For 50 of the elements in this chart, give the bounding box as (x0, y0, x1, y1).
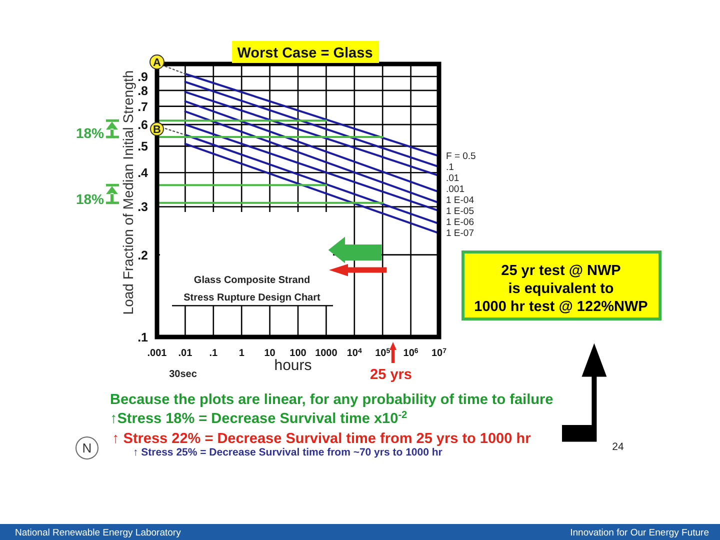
x-tick-label: .1 (209, 348, 218, 359)
y-tick-label: .7 (138, 100, 148, 114)
annotation: B (153, 124, 162, 136)
series-label: .001 (446, 184, 464, 195)
series-label: .01 (446, 172, 460, 184)
text: Because the plots are linear, for any probability of time to failure (110, 392, 554, 408)
x-tick-label: 10$^{7}$ (431, 348, 447, 359)
text: 1000 hr test @ 122%NWP (474, 299, 648, 315)
x-tick-label: 10$^{5}$ (375, 348, 390, 359)
y-tick-label: .9 (138, 70, 148, 84)
y-tick-label: .8 (138, 84, 148, 98)
x-tick-label: .01 (178, 348, 193, 359)
text: 24 (612, 441, 624, 453)
series-label: 1 E-06 (446, 216, 474, 228)
text: N (82, 440, 92, 456)
chart-title: Worst Case = Glass (237, 46, 373, 62)
text: ↑ Stress 22% = Decrease Survival time from 25 yrs to 1000 hr (112, 431, 532, 447)
series-label: 1 E-07 (446, 228, 474, 239)
series-label: F = 0.5 (446, 150, 476, 162)
y-tick-label: .5 (138, 140, 148, 154)
x-axis-title: hours (274, 357, 312, 374)
x-tick-label: 10$^{6}$ (403, 348, 418, 359)
x-tick-label: 10 (264, 348, 276, 359)
text: 18% (76, 125, 105, 142)
x-tick-label: 1000 (315, 348, 338, 359)
y-tick-label: .2 (138, 248, 148, 262)
y-tick-label: .4 (138, 166, 148, 180)
series-label: 1 E-05 (446, 206, 474, 217)
annotation: Stress Rupture Design Chart (184, 292, 322, 304)
text: National Renewable Energy Laboratory (15, 528, 182, 538)
x-tick-label: 1 (238, 348, 245, 359)
y-axis-title: Load Fraction of Median Initial Strength (120, 70, 136, 315)
annotation: A (153, 57, 162, 69)
y-tick-label: .1 (138, 330, 148, 344)
series-label: .1 (446, 162, 454, 173)
y-tick-label: .3 (138, 200, 148, 214)
text: 18% (76, 190, 105, 207)
x-tick-label: .001 (147, 348, 168, 359)
x-tick-label: 100 (290, 348, 307, 359)
text: ↑ Stress 25% = Decrease Survival time from ~70 yrs to 1000 hr (133, 446, 442, 458)
annotation: Glass Composite Strand (194, 275, 310, 286)
x-tick-label: 10$^{4}$ (346, 348, 362, 359)
text: 25 yr test @ NWP (501, 263, 622, 279)
text: ↑Stress 18% = Decrease Survival time x10$^{-2}$ (110, 410, 408, 427)
series-label: 1 E-04 (446, 194, 474, 206)
text: Innovation for Our Energy Future (570, 528, 709, 538)
text: 30sec (169, 369, 198, 380)
text: is equivalent to (508, 281, 614, 297)
text: 25 yrs (370, 367, 412, 383)
y-tick-label: .6 (138, 118, 148, 132)
